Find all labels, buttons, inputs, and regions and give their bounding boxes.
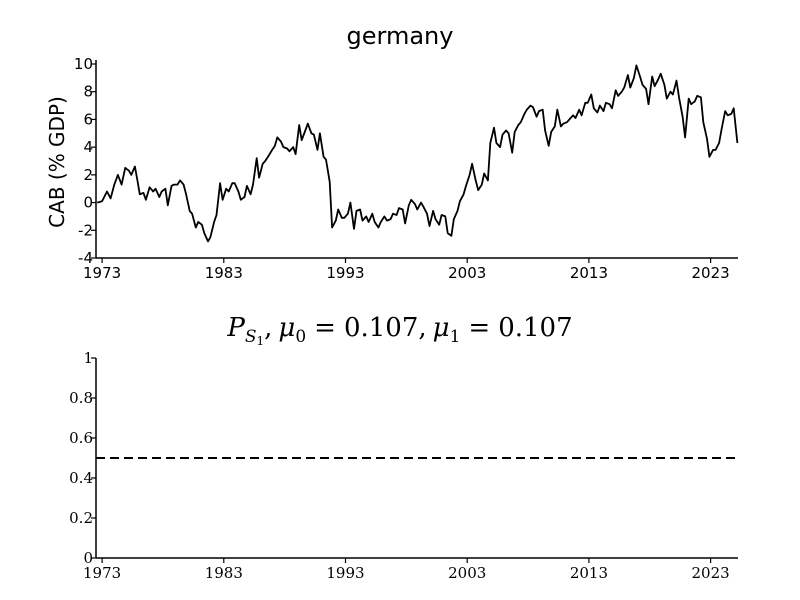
x-tick-label: 2003 [448, 564, 486, 582]
x-tick-label: 1993 [326, 264, 364, 282]
x-tick-label: 2013 [570, 564, 608, 582]
series-line-cab [96, 64, 739, 243]
x-ticks: 1973 1983 1993 2003 2013 2023 [83, 558, 730, 582]
y-tick-label: -2 [78, 221, 93, 239]
y-tick-label: 10 [74, 55, 93, 73]
y-tick-label: 8 [83, 83, 93, 101]
x-tick-label: 1983 [205, 564, 243, 582]
x-tick-label: 2003 [448, 264, 486, 282]
x-tick-label: 1973 [83, 564, 121, 582]
chart-probability: PS1, μ0 = 0.107, μ1 = 0.107 0 0.2 0.4 0.6 0.8 1 197… [69, 313, 738, 582]
chart-title: germany [347, 22, 454, 50]
y-tick-label: 0.4 [69, 469, 93, 487]
x-tick-label: 2023 [692, 564, 730, 582]
y-ticks: -4 -2 0 2 4 6 8 10 [74, 55, 96, 267]
y-tick-label: 0.2 [69, 509, 93, 527]
x-ticks: 1973 1983 1993 2003 2013 2023 [83, 258, 730, 282]
y-tick-label: 2 [83, 166, 93, 184]
chart-title-math: PS1, μ0 = 0.107, μ1 = 0.107 [226, 313, 572, 348]
y-tick-label: 0 [83, 549, 93, 567]
x-tick-label: 1973 [83, 264, 121, 282]
y-axis-label: CAB (% GDP) [45, 96, 69, 228]
y-ticks: 0 0.2 0.4 0.6 0.8 1 [69, 349, 96, 567]
x-tick-label: 2023 [692, 264, 730, 282]
x-tick-label: 1983 [205, 264, 243, 282]
chart-cab-germany: germany CAB (% GDP) -4 -2 0 2 4 6 8 10 1973 1983… [45, 22, 739, 282]
y-tick-label: 0.8 [69, 389, 93, 407]
y-tick-label: 1 [83, 349, 93, 367]
x-tick-label: 1993 [326, 564, 364, 582]
y-tick-label: 6 [83, 110, 93, 128]
y-tick-label: -4 [78, 249, 93, 267]
x-tick-label: 2013 [570, 264, 608, 282]
y-tick-label: 0.6 [69, 429, 93, 447]
y-tick-label: 0 [83, 194, 93, 212]
y-tick-label: 4 [83, 138, 93, 156]
